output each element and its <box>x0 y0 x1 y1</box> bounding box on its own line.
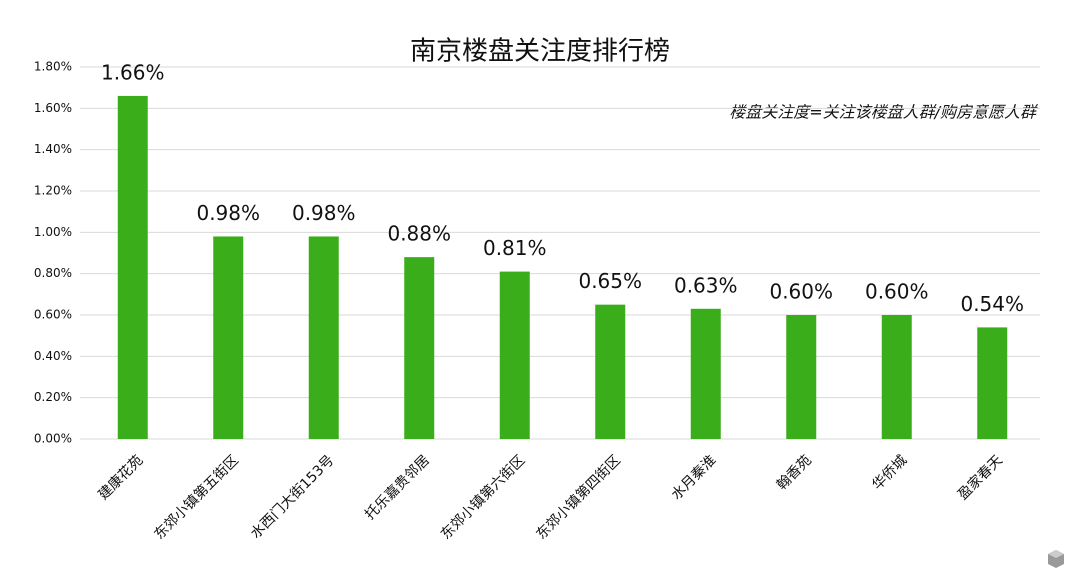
value-label: 0.98% <box>292 201 356 225</box>
logo-icon <box>1048 550 1064 568</box>
bar <box>499 271 530 439</box>
value-label: 0.60% <box>769 280 833 304</box>
value-label: 0.65% <box>578 269 642 293</box>
y-tick-label: 1.00% <box>34 225 72 239</box>
bar <box>117 95 148 439</box>
y-tick-label: 0.80% <box>34 266 72 280</box>
bar <box>404 257 435 439</box>
y-tick-label: 0.60% <box>34 308 72 322</box>
bar <box>690 308 721 439</box>
y-tick-label: 1.80% <box>34 60 72 74</box>
y-tick-label: 1.20% <box>34 184 72 198</box>
value-label: 1.66% <box>101 60 165 84</box>
bar <box>213 236 244 439</box>
y-tick-label: 1.60% <box>34 101 72 115</box>
bar <box>786 315 817 439</box>
bar <box>977 327 1008 439</box>
value-label: 0.60% <box>865 280 929 304</box>
value-label: 0.98% <box>196 201 260 225</box>
bar <box>595 304 626 439</box>
chart-title: 南京楼盘关注度排行榜 <box>410 37 670 67</box>
value-label: 0.63% <box>674 273 738 297</box>
value-label: 0.81% <box>483 236 547 260</box>
y-tick-label: 1.40% <box>34 142 72 156</box>
annotation: 楼盘关注度=关注该楼盘人群/购房意愿人群 <box>729 103 1039 122</box>
bar <box>881 315 912 439</box>
bar <box>308 236 339 439</box>
value-label: 0.88% <box>387 222 451 246</box>
value-label: 0.54% <box>960 292 1024 316</box>
y-tick-label: 0.20% <box>34 390 72 404</box>
y-tick-label: 0.40% <box>34 349 72 363</box>
y-tick-label: 0.00% <box>34 432 72 446</box>
